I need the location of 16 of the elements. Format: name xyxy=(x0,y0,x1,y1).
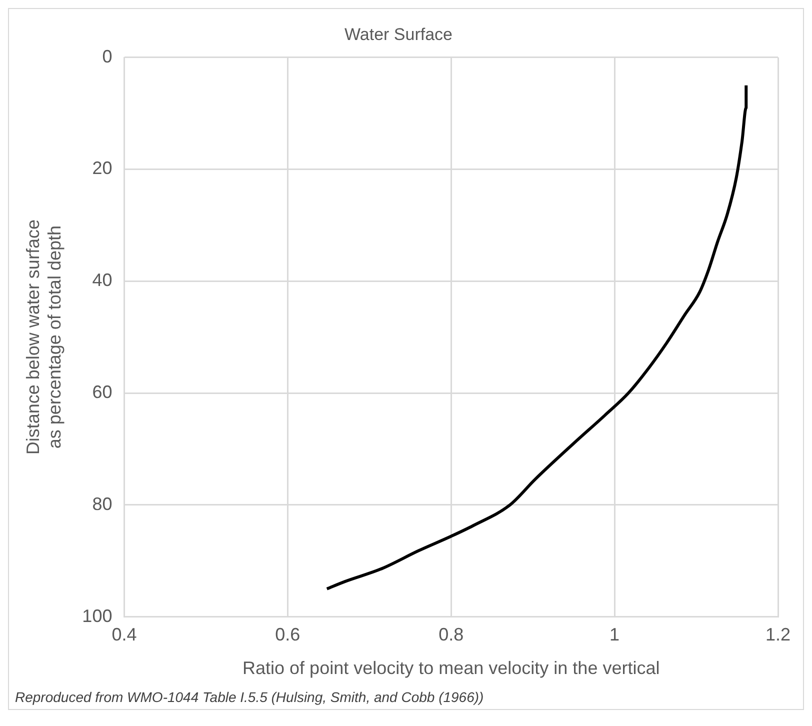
y-tick-label: 100 xyxy=(82,606,112,626)
x-tick-label: 0.8 xyxy=(438,624,464,645)
x-tick-label: 0.4 xyxy=(112,624,137,645)
y-tick-label: 80 xyxy=(92,494,112,514)
text: Reproduced from WMO-1044 Table I.5.5 (Hulsing, Smith, and Cobb (1966)) xyxy=(14,689,485,707)
y-tick-label: 0 xyxy=(102,46,112,66)
x-tick-label: 1 xyxy=(610,624,620,645)
y-axis-title: Distance below water surface as percentage of total depth xyxy=(22,220,64,455)
y-tick-label: 40 xyxy=(92,270,112,290)
x-tick-label: 0.6 xyxy=(275,624,300,645)
line-series xyxy=(325,84,748,590)
chart-title: Water Surface xyxy=(344,24,453,44)
y-tick-label: 20 xyxy=(92,158,112,178)
y-tick-label: 60 xyxy=(92,382,112,402)
x-tick-label: 1.2 xyxy=(765,624,791,645)
x-axis-title: Ratio of point velocity to mean velocity in the vertical xyxy=(242,658,660,678)
